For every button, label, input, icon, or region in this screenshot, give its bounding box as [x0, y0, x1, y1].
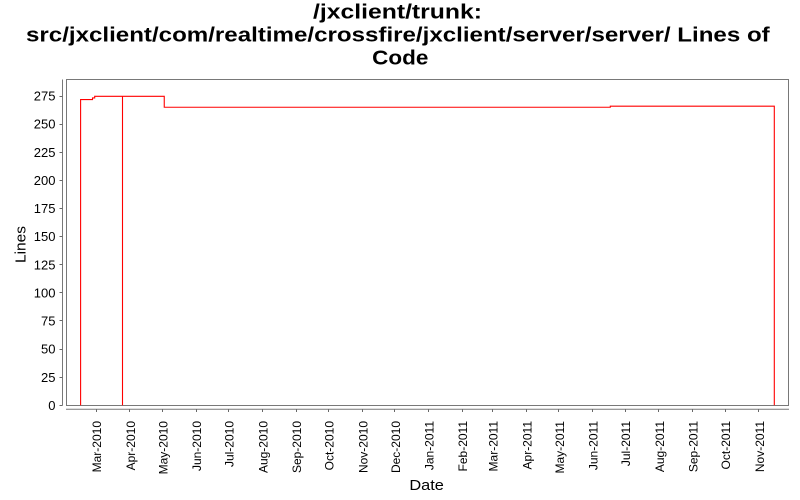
svg-text:200: 200	[34, 173, 56, 188]
svg-text:Date: Date	[409, 477, 444, 494]
svg-text:Dec-2010: Dec-2010	[389, 421, 403, 473]
svg-text:Jun-2011: Jun-2011	[587, 421, 601, 470]
svg-text:175: 175	[34, 201, 56, 216]
svg-text:50: 50	[41, 342, 55, 357]
svg-text:100: 100	[34, 285, 56, 300]
svg-text:25: 25	[41, 370, 55, 385]
svg-text:250: 250	[34, 117, 56, 132]
svg-text:Jan-2011: Jan-2011	[423, 421, 437, 470]
svg-text:May-2011: May-2011	[553, 421, 567, 474]
svg-text:Aug-2010: Aug-2010	[256, 421, 270, 473]
svg-text:150: 150	[34, 229, 56, 244]
svg-text:125: 125	[34, 257, 56, 272]
svg-text:Apr-2010: Apr-2010	[124, 421, 138, 471]
svg-text:Mar-2010: Mar-2010	[90, 421, 104, 473]
svg-text:Jul-2010: Jul-2010	[223, 421, 237, 467]
svg-text:Apr-2011: Apr-2011	[520, 421, 534, 470]
svg-text:Oct-2010: Oct-2010	[323, 421, 337, 471]
svg-text:75: 75	[41, 314, 55, 329]
svg-text:Nov-2010: Nov-2010	[356, 421, 370, 473]
svg-text:Jul-2011: Jul-2011	[619, 421, 633, 466]
svg-text:Jun-2010: Jun-2010	[190, 421, 204, 471]
svg-text:Nov-2011: Nov-2011	[753, 421, 767, 472]
svg-text:Feb-2011: Feb-2011	[456, 421, 470, 472]
svg-text:Lines: Lines	[12, 226, 29, 263]
svg-text:src/jxclient/com/realtime/cros: src/jxclient/com/realtime/crossfire/jxcl…	[26, 25, 770, 47]
svg-text:Aug-2011: Aug-2011	[653, 421, 667, 472]
svg-text:225: 225	[34, 145, 56, 160]
svg-text:Code: Code	[372, 48, 428, 70]
svg-text:Sep-2011: Sep-2011	[687, 421, 701, 472]
svg-text:Oct-2011: Oct-2011	[719, 421, 733, 470]
svg-text:/jxclient/trunk:: /jxclient/trunk:	[313, 2, 482, 24]
svg-text:0: 0	[48, 398, 55, 413]
svg-text:Mar-2011: Mar-2011	[487, 421, 501, 472]
svg-text:May-2010: May-2010	[157, 421, 171, 475]
svg-text:Sep-2010: Sep-2010	[290, 421, 304, 473]
svg-text:275: 275	[34, 89, 56, 104]
